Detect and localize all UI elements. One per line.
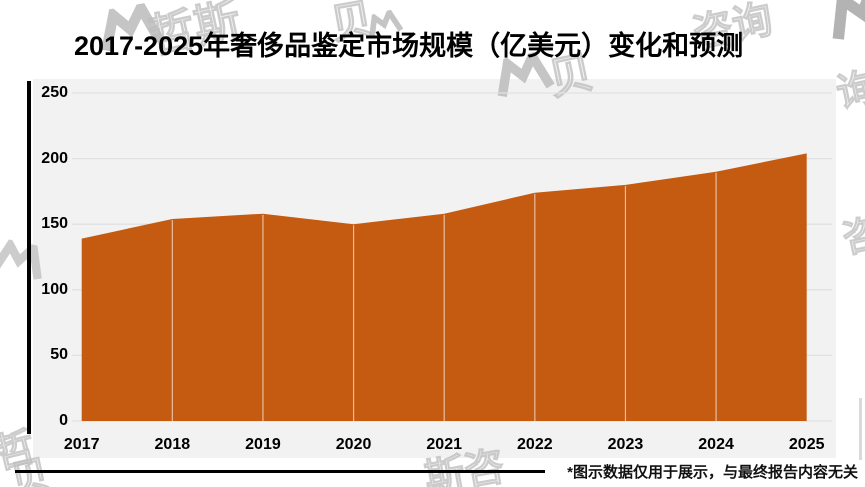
watermark-logo-icon xyxy=(95,0,166,55)
watermark-logo-icon xyxy=(822,0,865,44)
watermark-logo-icon xyxy=(364,8,404,40)
watermark-text: 咨询 xyxy=(689,0,777,57)
watermark-text: 贝 xyxy=(326,0,377,49)
watermark-text: 咨 xyxy=(838,212,865,262)
chart-title: 2017-2025年奢侈品鉴定市场规模（亿美元）变化和预测 xyxy=(74,31,744,61)
bottom-divider-line xyxy=(15,470,545,473)
y-axis-line xyxy=(27,81,31,434)
watermark-text: 哲斯 xyxy=(144,0,246,63)
footnote-disclaimer: *图示数据仅用于展示，与最终报告内容无关 xyxy=(567,464,858,481)
plot-panel xyxy=(33,79,836,458)
watermark-line xyxy=(859,398,862,460)
